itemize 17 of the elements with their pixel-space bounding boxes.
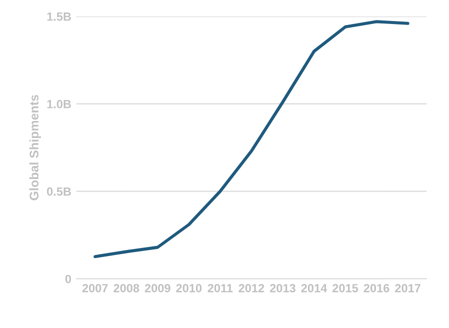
x-tick-label: 2013: [270, 284, 296, 292]
x-tick-label: 2008: [114, 284, 140, 292]
x-tick-label: 2016: [364, 284, 390, 292]
x-tick-label: 2014: [301, 284, 328, 292]
x-tick-label: 2011: [208, 284, 233, 292]
x-tick-label: 2015: [332, 284, 358, 292]
y-tick-label: 0: [65, 274, 71, 284]
x-tick-label: 2009: [144, 284, 170, 292]
x-tick-label: 2017: [395, 284, 420, 292]
line-series: [94, 20, 410, 258]
x-tick-label: 2012: [238, 284, 264, 292]
y-tick-label: 0.5B: [47, 187, 71, 196]
y-axis-title: Global Shipments: [29, 94, 41, 200]
y-tick-label: 1.0B: [47, 100, 71, 108]
x-tick-label: 2010: [176, 284, 202, 292]
y-tick-label: 1.5B: [47, 12, 71, 21]
x-tick-label: 2007: [82, 284, 108, 292]
